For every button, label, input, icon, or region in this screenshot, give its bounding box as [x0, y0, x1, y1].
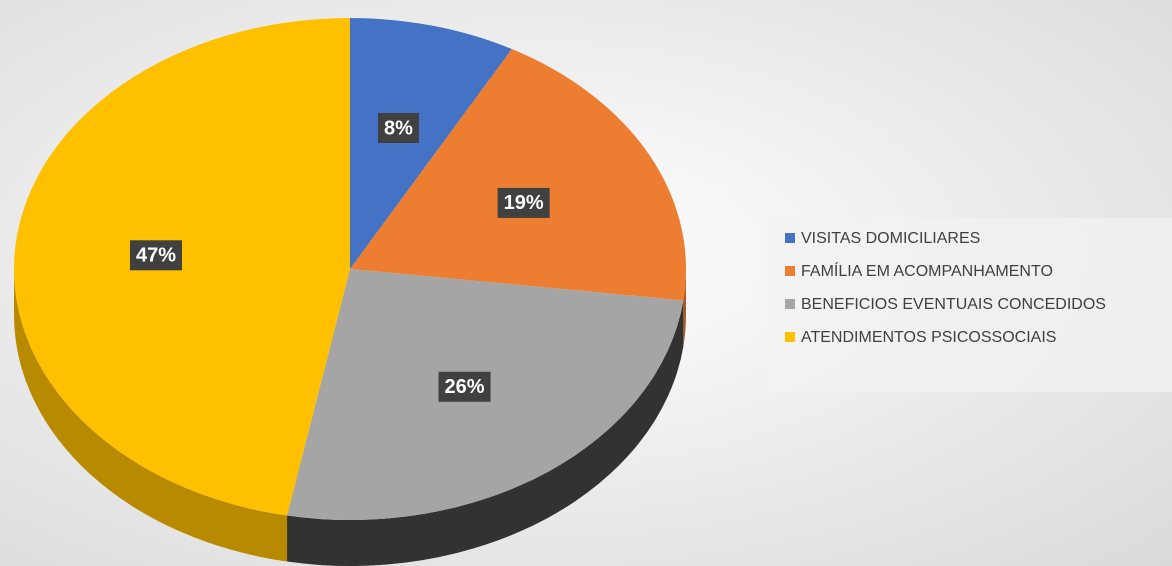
data-label: 19%: [504, 192, 544, 214]
legend-label: BENEFICIOS EVENTUAIS CONCEDIDOS: [801, 296, 1106, 313]
data-label-box: [438, 371, 491, 402]
legend-label: ATENDIMENTOS PSICOSSOCIAIS: [801, 329, 1056, 346]
legend-label: VISITAS DOMICILIARES: [801, 230, 980, 247]
legend-swatch: [785, 332, 795, 342]
data-label-box: [129, 240, 183, 271]
slice-side: [287, 300, 684, 566]
data-label: 26%: [445, 376, 485, 398]
slice-side: [683, 269, 686, 347]
legend-swatch: [785, 266, 795, 276]
data-label-box: [497, 187, 550, 218]
data-label: 8%: [384, 117, 413, 139]
slice: [350, 18, 512, 269]
data-label: 47%: [136, 245, 176, 267]
legend-box: [770, 218, 1172, 392]
data-label-box: [378, 112, 419, 143]
legend-swatch: [785, 299, 795, 309]
legend-swatch: [785, 233, 795, 243]
legend: VISITAS DOMICILIARES FAMÍLIA EM ACOMPANHA…: [785, 230, 1106, 346]
pie: 8% 19% 26% 47%: [14, 18, 686, 566]
slice-side: [14, 269, 288, 562]
legend-label: FAMÍLIA EM ACOMPANHAMENTO: [801, 261, 1053, 280]
slice: [350, 49, 686, 301]
